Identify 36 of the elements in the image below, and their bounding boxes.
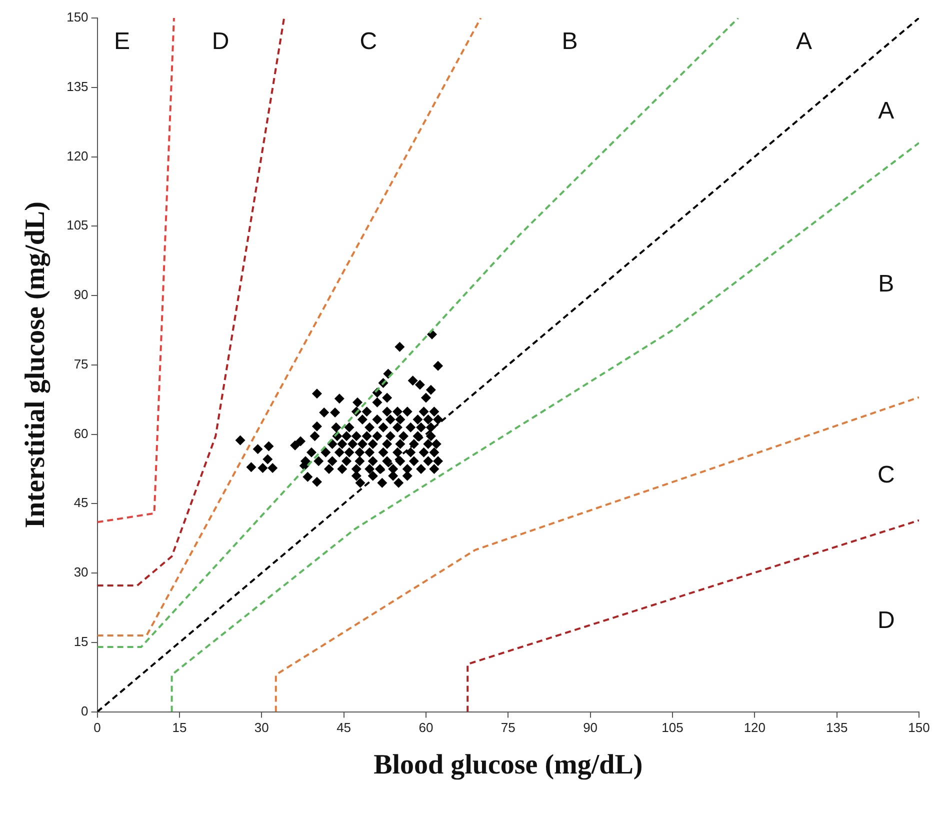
annotation: D [212,28,230,55]
line-series [274,396,919,712]
x-tick-label: 0 [94,720,101,736]
x-tick-label: 30 [254,720,269,736]
y-tick-label: 30 [74,564,88,580]
annotation: B [562,28,578,55]
x-tick-label: 45 [336,720,352,736]
x-tick-label: 75 [500,720,516,736]
y-tick-label: 60 [74,426,88,441]
annotation: C [877,462,895,489]
line-series [97,18,286,587]
annotation: E [114,28,130,55]
x-tick-label: 135 [826,720,848,736]
y-tick-label: 15 [74,634,88,649]
x-tick-label: 150 [908,720,930,736]
annotation: D [877,607,895,634]
y-tick-label: 90 [74,287,88,302]
y-axis-title: Interstitial glucose (mg/dL) [20,202,52,528]
line-series [170,142,919,712]
annotation: C [360,28,378,55]
y-tick-label: 135 [66,78,88,94]
annotation: A [796,28,812,55]
annotation: A [878,97,894,124]
y-tick-label: 75 [74,356,88,372]
y-tick-label: 120 [66,148,88,164]
x-tick-label: 105 [662,720,684,736]
x-tick-label: 15 [172,720,187,736]
y-tick-label: 150 [66,10,88,25]
x-axis-title: Blood glucose (mg/dL) [374,749,643,780]
x-tick-label: 90 [583,720,598,736]
annotation: B [878,270,894,298]
x-tick-label: 60 [418,720,434,736]
y-tick-label: 105 [66,218,88,233]
y-tick-label: 0 [81,703,88,718]
y-tick-label: 45 [74,495,88,510]
x-tick-label: 120 [744,720,766,736]
